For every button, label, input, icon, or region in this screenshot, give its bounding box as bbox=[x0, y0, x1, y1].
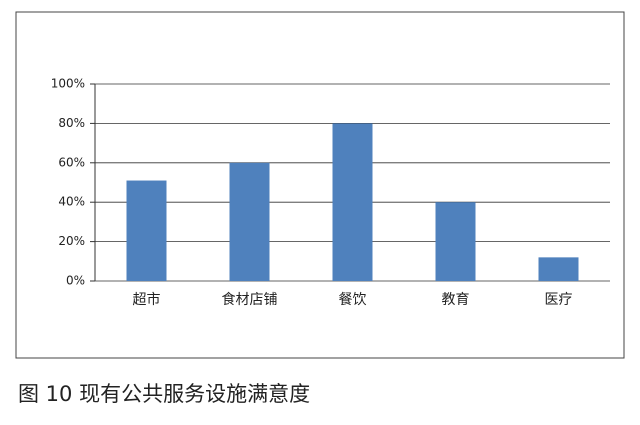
y-tick-label: 100% bbox=[51, 77, 85, 91]
y-tick-label: 80% bbox=[58, 116, 85, 130]
bar bbox=[229, 162, 270, 281]
y-tick-label: 60% bbox=[58, 155, 85, 169]
x-tick-label: 教育 bbox=[442, 292, 470, 308]
x-tick-label: 超市 bbox=[133, 291, 161, 308]
x-tick-label: 食材店铺 bbox=[222, 291, 278, 308]
x-tick-label: 餐饮 bbox=[339, 292, 367, 308]
y-tick-label: 40% bbox=[58, 195, 85, 209]
y-tick-label: 20% bbox=[58, 234, 85, 248]
bar bbox=[538, 257, 579, 281]
bar bbox=[126, 180, 167, 281]
chart-title: 图 10 现有公共服务设施满意度 bbox=[18, 382, 310, 406]
y-tick-label: 0% bbox=[66, 274, 85, 288]
bar bbox=[332, 123, 373, 282]
chart-frame bbox=[15, 11, 625, 359]
bar bbox=[435, 202, 476, 281]
x-tick-label: 医疗 bbox=[545, 292, 573, 308]
